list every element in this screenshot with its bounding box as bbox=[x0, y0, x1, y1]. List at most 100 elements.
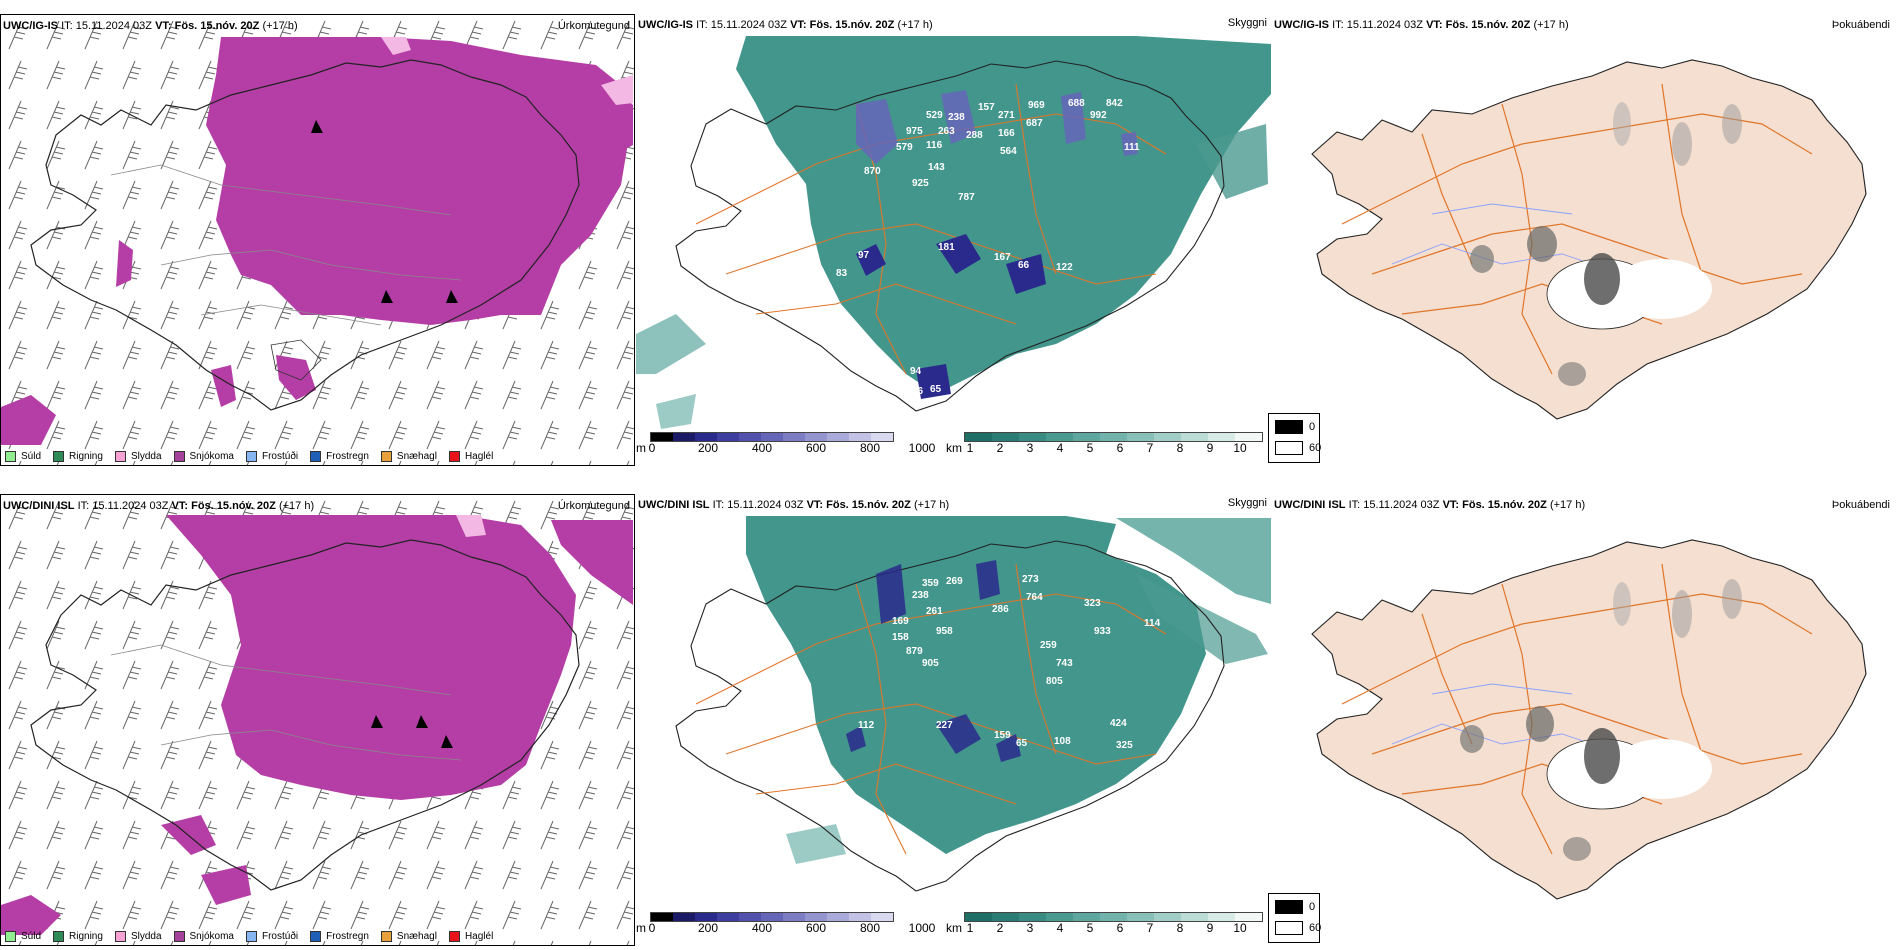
cloud-label: 529 bbox=[926, 110, 943, 121]
snow-area bbox=[166, 515, 576, 800]
precip-legend: Súld Rigning Slydda Snjókoma Frostúði Fr… bbox=[5, 931, 493, 942]
colorbar-tick: 4 bbox=[1056, 921, 1064, 935]
cloud-label: 166 bbox=[998, 128, 1015, 139]
fog-label: 0 bbox=[1309, 901, 1316, 913]
panel-name: Skyggni bbox=[1227, 17, 1267, 29]
colorbar-tick: 3 bbox=[1026, 921, 1034, 935]
legend-item: Snæhagl bbox=[380, 931, 437, 942]
cloud-label: 271 bbox=[998, 110, 1015, 121]
cloud-label: 238 bbox=[912, 590, 929, 601]
cloud-label: 157 bbox=[978, 102, 995, 113]
precip-map bbox=[1, 15, 634, 465]
colorbar-tick: 7 bbox=[1146, 441, 1154, 455]
colorbar-tick: 600 bbox=[805, 441, 827, 455]
panel-title: UWC/IG-IS IT: 15.11.2024 03Z VT: Fös. 15… bbox=[638, 19, 933, 31]
cloud-label: 992 bbox=[1090, 110, 1107, 121]
cloud-label: 261 bbox=[926, 606, 943, 617]
cloud-label: 288 bbox=[966, 130, 983, 141]
colorbar-unit: km bbox=[946, 441, 962, 455]
fog-swatch bbox=[1275, 441, 1303, 455]
colorbar-cells bbox=[650, 912, 894, 922]
colorbar-tick: 9 bbox=[1206, 441, 1214, 455]
cloud-label: 975 bbox=[906, 126, 923, 137]
cloud-panel-row2: UWC/DINI ISL IT: 15.11.2024 03Z VT: Fös.… bbox=[636, 494, 1271, 946]
colorbar-tick: 400 bbox=[751, 441, 773, 455]
legend-item: Frostregn bbox=[310, 451, 369, 462]
cloud-label: 259 bbox=[1040, 640, 1057, 651]
legend-item: Frostúði bbox=[245, 451, 298, 462]
cloud-base-colorbar-row1: m 0 200 400 600 800 1000 bbox=[636, 432, 942, 455]
cloud-base-labels: 975 579 870 925 143 529 238 116 288 263 … bbox=[836, 98, 1140, 397]
colorbar-tick: 1000 bbox=[908, 921, 936, 935]
cloud-label: 143 bbox=[928, 162, 945, 173]
colorbar-tick: 8 bbox=[1176, 921, 1184, 935]
cloud-label: 842 bbox=[1106, 98, 1123, 109]
colorbar-tick: 2 bbox=[996, 921, 1004, 935]
visibility-area bbox=[746, 516, 1206, 854]
cloud-label: 159 bbox=[994, 730, 1011, 741]
legend-item: Rigning bbox=[53, 451, 103, 462]
fog-legend-row2: 0 60 bbox=[1268, 893, 1321, 943]
cloud-label: 111 bbox=[1124, 142, 1140, 153]
precip-map bbox=[1, 495, 634, 945]
fog-swatch bbox=[1275, 900, 1303, 914]
legend-item: Súld bbox=[5, 931, 41, 942]
cloud-label: 263 bbox=[938, 126, 955, 137]
iceland-land bbox=[1311, 539, 1867, 900]
fog-label: 0 bbox=[1309, 421, 1316, 433]
cloud-label: 66 bbox=[1018, 260, 1030, 271]
legend-item: Snæhagl bbox=[380, 451, 437, 462]
panel-name: Úrkomutegund bbox=[557, 500, 630, 512]
cloud-label: 325 bbox=[1116, 740, 1133, 751]
cloud-label: 112 bbox=[858, 720, 875, 731]
colorbar-tick: 10 bbox=[1233, 441, 1247, 455]
cloud-label: 121 bbox=[924, 868, 941, 879]
cloud-label: 158 bbox=[892, 632, 909, 643]
fog-swatch bbox=[1275, 420, 1303, 434]
fog-map bbox=[1311, 539, 1867, 900]
cloud-label: 905 bbox=[922, 658, 939, 669]
cloud-label: 286 bbox=[992, 604, 1009, 615]
legend-item: Súld bbox=[5, 451, 41, 462]
cloud-label: 269 bbox=[946, 576, 963, 587]
colorbar-tick: 800 bbox=[859, 441, 881, 455]
cloud-map: 359 269 273 238 764 323 261 286 169 958 … bbox=[675, 516, 1271, 892]
legend-item: Frostúði bbox=[245, 931, 298, 942]
cloud-base-labels: 359 269 273 238 764 323 261 286 169 958 … bbox=[858, 574, 1161, 879]
cloud-label: 969 bbox=[1028, 100, 1045, 111]
precip-panel-row1: UWC/IG-IS IT: 15.11.2024 03Z VT: Fös. 15… bbox=[0, 14, 635, 466]
cloud-label: 764 bbox=[1026, 592, 1043, 603]
cloud-label: 273 bbox=[1022, 574, 1039, 585]
colorbar-tick: 2 bbox=[996, 441, 1004, 455]
colorbar-tick: 5 bbox=[1086, 441, 1094, 455]
precip-legend: Súld Rigning Slydda Snjókoma Frostúði Fr… bbox=[5, 451, 493, 462]
fog-label: 60 bbox=[1309, 442, 1322, 454]
iceland-land bbox=[1311, 59, 1867, 420]
visibility-colorbar-row1: km 1 2 3 4 5 6 7 8 9 10 bbox=[946, 432, 1263, 455]
colorbar-tick: 9 bbox=[1206, 921, 1214, 935]
iceland-outline bbox=[30, 59, 580, 411]
colorbar-tick: 8 bbox=[1176, 441, 1184, 455]
cloud-label: 743 bbox=[1056, 658, 1073, 669]
cloud-base-colorbar-row2: m 0 200 400 600 800 1000 bbox=[636, 912, 942, 935]
colorbar-tick: 6 bbox=[1116, 921, 1124, 935]
panel-name: Þokuábendi bbox=[1831, 499, 1890, 511]
cloud-label: 688 bbox=[1068, 98, 1085, 109]
cloud-label: 65 bbox=[930, 384, 942, 395]
fog-swatch bbox=[1275, 921, 1303, 935]
cloud-label: 65 bbox=[1016, 738, 1028, 749]
colorbar-tick: 1000 bbox=[908, 441, 936, 455]
panel-title: UWC/DINI ISL IT: 15.11.2024 03Z VT: Fös.… bbox=[638, 499, 950, 511]
colorbar-cells bbox=[650, 432, 894, 442]
cloud-label: 122 bbox=[1056, 262, 1073, 273]
legend-item: Haglél bbox=[448, 931, 493, 942]
snow-area bbox=[206, 37, 631, 325]
colorbar-tick: 800 bbox=[859, 921, 881, 935]
cloud-label: 925 bbox=[912, 178, 929, 189]
colorbar-tick: 1 bbox=[966, 921, 974, 935]
colorbar-tick: 0 bbox=[648, 441, 656, 455]
legend-item: Rigning bbox=[53, 931, 103, 942]
colorbar-unit: m bbox=[636, 441, 646, 455]
cloud-label: 169 bbox=[892, 616, 909, 627]
panel-title: UWC/IG-IS IT: 15.11.2024 03Z VT: Fös. 15… bbox=[1274, 19, 1569, 31]
